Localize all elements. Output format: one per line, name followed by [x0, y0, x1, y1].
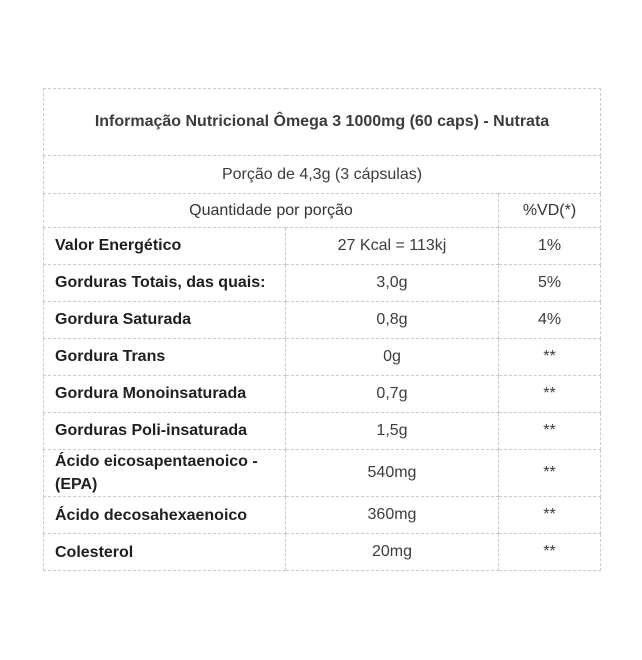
table-row: Gorduras Poli-insaturada 1,5g **	[43, 412, 601, 450]
nutrient-value: 1,5g	[285, 412, 499, 450]
nutrient-label: Ácido decosahexaenoico	[43, 496, 286, 535]
nutrient-daily-value: **	[498, 375, 601, 413]
table-row: Gordura Saturada 0,8g 4%	[43, 301, 601, 339]
nutrient-daily-value: **	[498, 412, 601, 450]
daily-value-header: %VD(*)	[498, 193, 601, 228]
nutrient-daily-value: **	[498, 338, 601, 376]
nutrient-label: Gorduras Poli-insaturada	[43, 412, 286, 450]
nutrient-value: 0,8g	[285, 301, 499, 339]
nutrient-label: Valor Energético	[43, 227, 286, 265]
nutrition-table: Informação Nutricional Ômega 3 1000mg (6…	[43, 88, 601, 572]
nutrient-label: Gordura Saturada	[43, 301, 286, 339]
nutrient-daily-value: **	[498, 496, 601, 535]
nutrient-label: Gordura Monoinsaturada	[43, 375, 286, 413]
nutrient-value: 0g	[285, 338, 499, 376]
nutrient-label: Colesterol	[43, 533, 286, 572]
table-row: Gordura Monoinsaturada 0,7g **	[43, 375, 601, 413]
table-row: Ácido eicosapentaenoico - (EPA) 540mg **	[43, 448, 601, 498]
nutrient-label: Gordura Trans	[43, 338, 286, 376]
table-row: Gorduras Totais, das quais: 3,0g 5%	[43, 264, 601, 302]
nutrient-label: Ácido eicosapentaenoico - (EPA)	[43, 448, 286, 498]
nutrient-daily-value: 4%	[498, 301, 601, 339]
column-header-row: Quantidade por porção %VD(*)	[43, 193, 601, 228]
nutrient-daily-value: **	[498, 448, 601, 498]
nutrient-label: Gorduras Totais, das quais:	[43, 264, 286, 302]
table-title: Informação Nutricional Ômega 3 1000mg (6…	[43, 88, 601, 156]
nutrient-value: 0,7g	[285, 375, 499, 413]
quantity-per-portion-header: Quantidade por porção	[43, 193, 499, 228]
nutrient-value: 20mg	[285, 533, 499, 572]
nutrient-daily-value: 1%	[498, 227, 601, 265]
nutrient-value: 540mg	[285, 448, 499, 498]
nutrient-value: 27 Kcal = 113kj	[285, 227, 499, 265]
title-row: Informação Nutricional Ômega 3 1000mg (6…	[43, 88, 601, 156]
portion-row: Porção de 4,3g (3 cápsulas)	[43, 155, 601, 194]
table-row: Valor Energético 27 Kcal = 113kj 1%	[43, 227, 601, 265]
nutrient-value: 360mg	[285, 496, 499, 535]
nutrient-daily-value: 5%	[498, 264, 601, 302]
table-row: Ácido decosahexaenoico 360mg **	[43, 496, 601, 535]
nutrient-daily-value: **	[498, 533, 601, 572]
table-row: Gordura Trans 0g **	[43, 338, 601, 376]
nutrient-value: 3,0g	[285, 264, 499, 302]
portion-size: Porção de 4,3g (3 cápsulas)	[43, 155, 601, 194]
table-row: Colesterol 20mg **	[43, 533, 601, 572]
